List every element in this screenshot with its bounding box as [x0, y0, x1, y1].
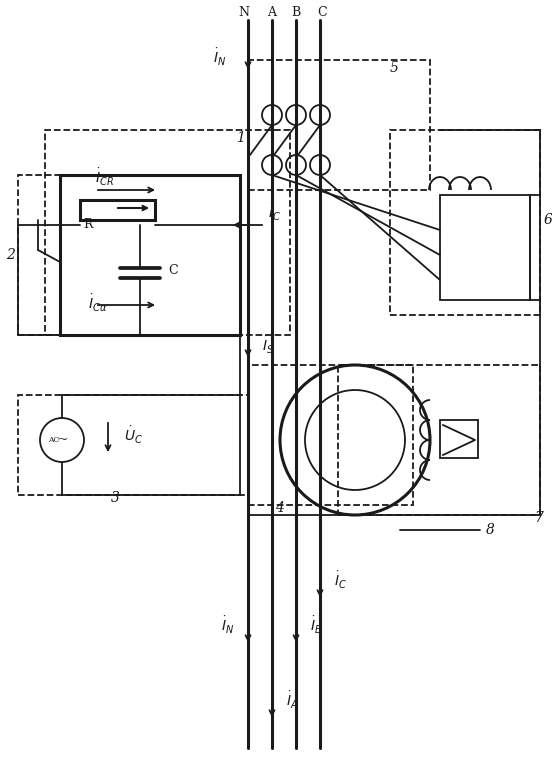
Bar	[248, 365, 413, 505]
Text: 4: 4	[275, 501, 284, 515]
Text: $\dot{I}_C$: $\dot{I}_C$	[334, 569, 347, 591]
Text: 6: 6	[544, 213, 552, 227]
Text: $\dot{I}_S$: $\dot{I}_S$	[262, 334, 274, 356]
Bar	[390, 130, 540, 315]
Text: 3: 3	[110, 491, 119, 505]
Bar	[440, 195, 530, 300]
Text: $\dot{I}_{CR}$: $\dot{I}_{CR}$	[95, 166, 114, 188]
Bar	[18, 175, 60, 335]
Text: AC: AC	[48, 436, 59, 444]
Bar	[338, 365, 540, 515]
Text: C: C	[317, 5, 327, 18]
Text: 2: 2	[6, 248, 15, 262]
Text: A: A	[268, 5, 277, 18]
Bar	[60, 175, 240, 335]
Text: 5: 5	[390, 61, 399, 75]
Text: N: N	[238, 5, 250, 18]
Text: $\dot{I}_N$: $\dot{I}_N$	[221, 614, 234, 635]
Text: B: B	[291, 5, 301, 18]
Text: $\dot{I}_N$: $\dot{I}_N$	[213, 46, 226, 68]
Bar	[18, 395, 248, 495]
Text: $\dot{I}_A$: $\dot{I}_A$	[286, 689, 298, 711]
Text: 8: 8	[486, 523, 495, 537]
Text: $\dot{I}_C$: $\dot{I}_C$	[268, 201, 281, 223]
Bar	[248, 60, 430, 190]
Text: C: C	[168, 264, 178, 277]
Bar	[80, 200, 155, 220]
Text: $\dot{I}_B$: $\dot{I}_B$	[310, 614, 322, 635]
Text: $\dot{I}_{C\alpha}$: $\dot{I}_{C\alpha}$	[88, 293, 107, 314]
Bar	[440, 420, 478, 458]
Text: 7: 7	[534, 511, 543, 525]
Text: ~: ~	[56, 433, 68, 447]
Text: R: R	[83, 217, 93, 230]
Text: 1: 1	[236, 131, 245, 145]
Bar	[45, 130, 290, 335]
Text: $\dot{U}_C$: $\dot{U}_C$	[124, 424, 143, 445]
